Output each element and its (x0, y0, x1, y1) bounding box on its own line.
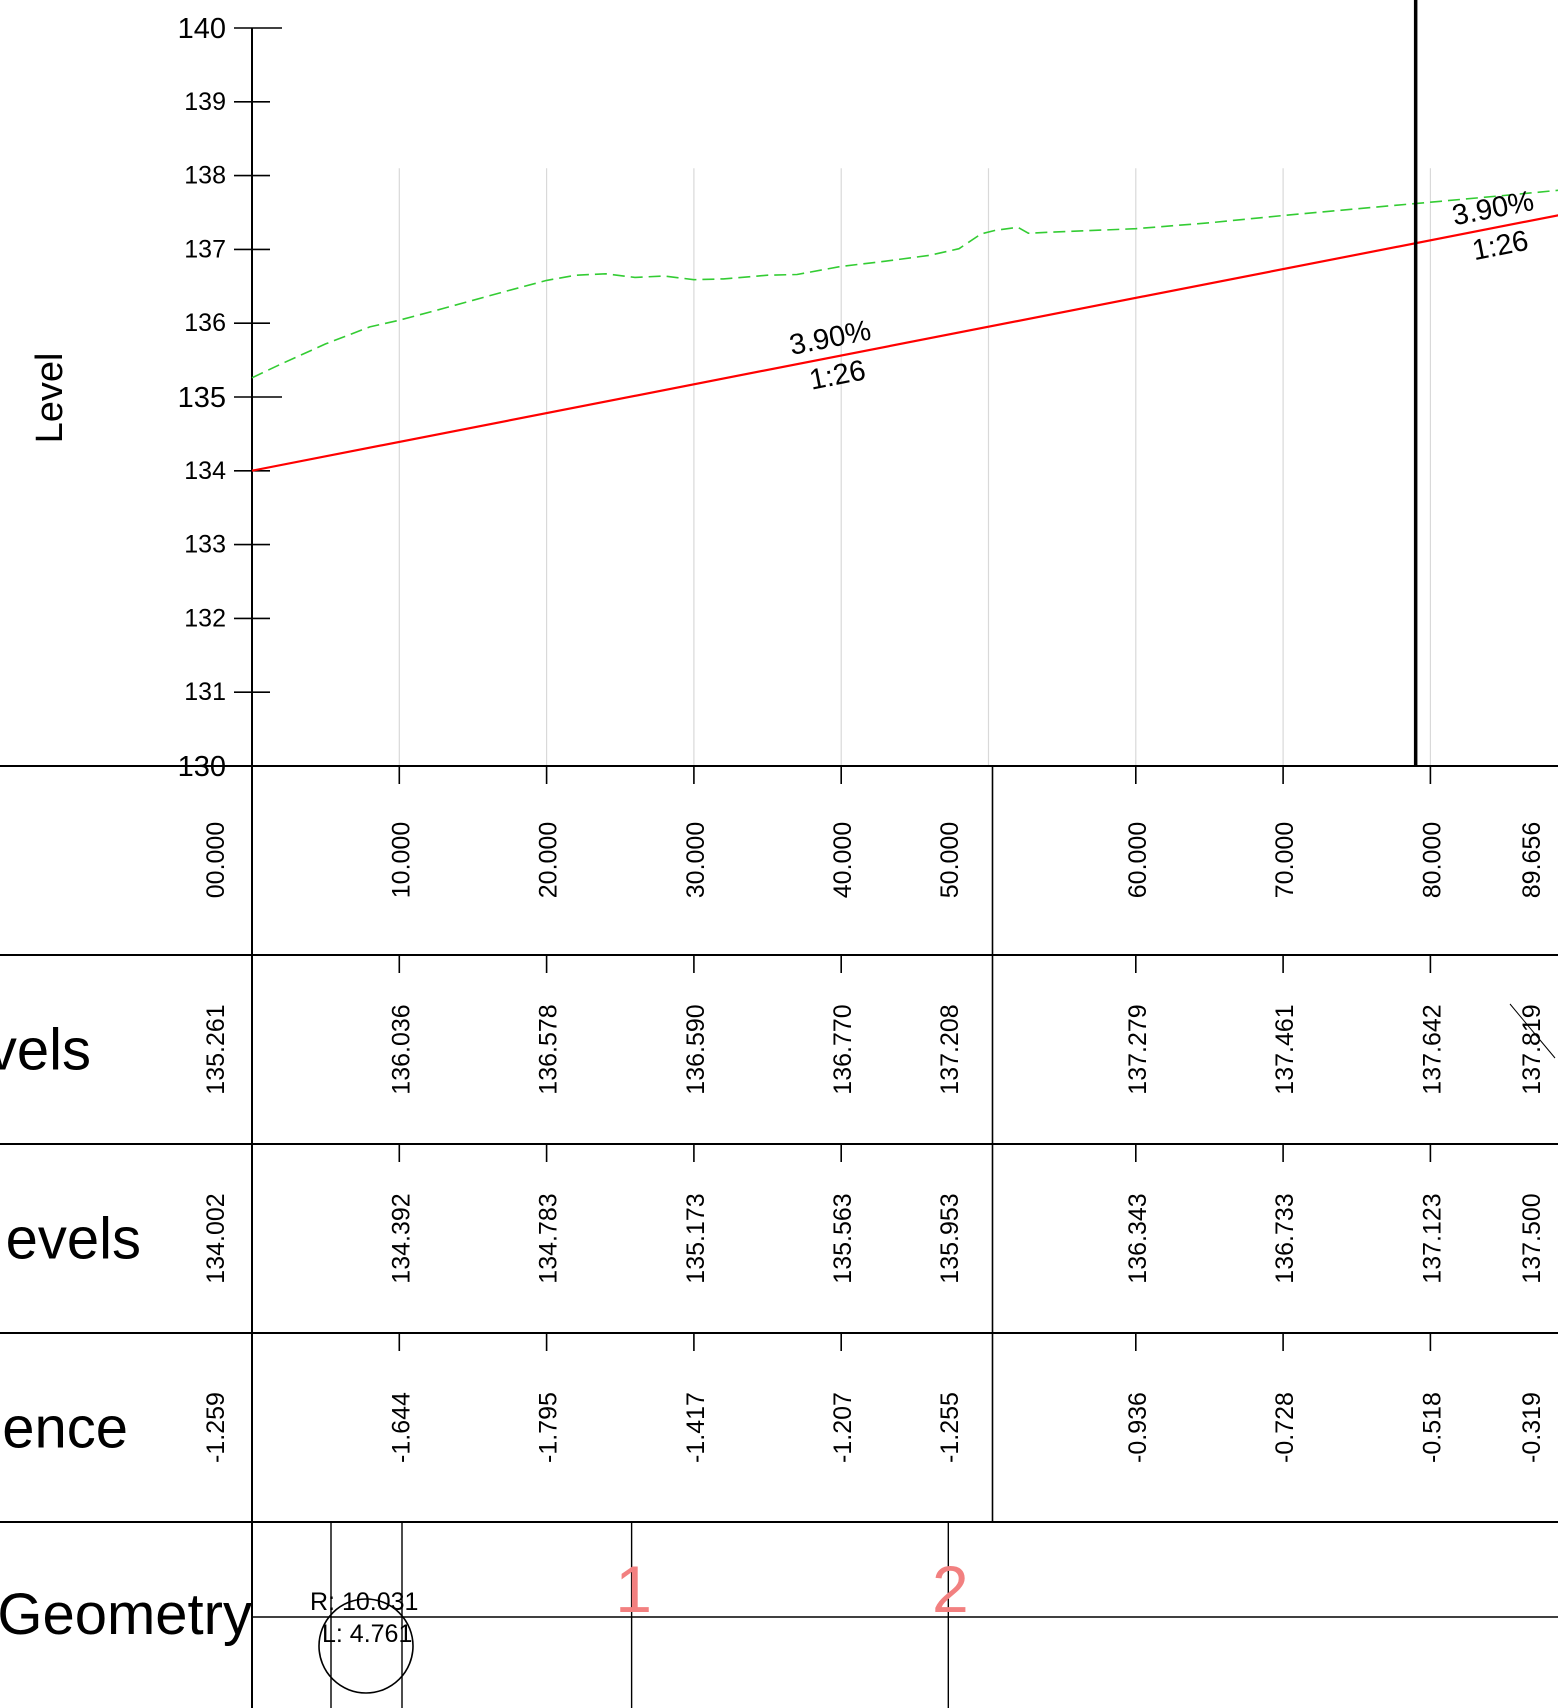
difference-value: -0.319 (1518, 1392, 1546, 1463)
level-tick-label: 132 (184, 604, 226, 632)
difference-value: -1.644 (387, 1392, 415, 1463)
design-level-value: 135.173 (682, 1193, 710, 1283)
difference-value: -0.728 (1271, 1392, 1299, 1463)
existing-level-value: 136.590 (682, 1004, 710, 1094)
level-tick-label: 134 (184, 457, 226, 485)
level-axis-title: Level (29, 353, 71, 444)
chainage-label: 80.000 (1418, 822, 1446, 898)
row-labels: vels evels ence Geometry (0, 1018, 252, 1648)
level-tick-label: 139 (184, 88, 226, 116)
existing-level-value: 135.261 (202, 1004, 230, 1094)
data-table (0, 765, 1558, 1618)
level-tick-label: 131 (184, 678, 226, 706)
difference-value: -1.417 (682, 1392, 710, 1463)
table-values: 00.000 10.000 20.000 30.000 40.000 50.000 60.0… (202, 822, 1556, 1463)
existing-level-value: 136.036 (387, 1004, 415, 1094)
existing-level-value: 137.279 (1124, 1004, 1152, 1094)
existing-level-value: 136.578 (535, 1004, 563, 1094)
chainage-label: 10.000 (387, 822, 415, 898)
profile-lines (251, 189, 1558, 472)
chainage-label: 00.000 (202, 822, 230, 898)
existing-ground-line (251, 189, 1558, 379)
chainage-label: 30.000 (682, 822, 710, 898)
difference-value: -0.936 (1124, 1392, 1152, 1463)
value-strike-mark (1509, 1003, 1556, 1059)
design-grade-line (251, 214, 1558, 472)
row-label: vels (0, 1018, 91, 1083)
row-label: ence (2, 1396, 128, 1461)
level-tick-label: 133 (184, 531, 226, 559)
difference-value: -1.207 (829, 1392, 857, 1463)
geometry-row: R: 10.031 L: 4.761 1 2 (310, 1522, 969, 1708)
design-level-value: 134.783 (535, 1193, 563, 1283)
design-level-value: 137.500 (1518, 1193, 1546, 1283)
level-tick-label: 136 (184, 309, 226, 337)
difference-value: -1.259 (202, 1392, 230, 1463)
ip-marker-label: 1 (615, 1552, 652, 1626)
design-level-value: 135.953 (936, 1193, 964, 1283)
design-level-value: 135.563 (829, 1193, 857, 1283)
chainage-label: 50.000 (936, 822, 964, 898)
existing-level-value: 136.770 (829, 1004, 857, 1094)
design-level-value: 134.392 (387, 1193, 415, 1283)
level-tick-label: 140 (178, 13, 226, 45)
difference-value: -1.795 (535, 1392, 563, 1463)
design-level-value: 134.002 (202, 1193, 230, 1283)
ip-marker-label: 2 (932, 1552, 969, 1626)
design-level-value: 136.343 (1124, 1193, 1152, 1283)
level-tick-label: 135 (178, 382, 226, 414)
chainage-grid-lines (398, 168, 1432, 766)
curve-length-label: L: 4.761 (322, 1620, 412, 1648)
level-tick-label: 138 (184, 162, 226, 190)
row-label-geometry: Geometry (0, 1582, 252, 1647)
difference-value: -0.518 (1418, 1392, 1446, 1463)
curve-circle-icon (318, 1598, 414, 1694)
chainage-label: 40.000 (829, 822, 857, 898)
chainage-label: 20.000 (535, 822, 563, 898)
existing-level-value: 137.208 (936, 1004, 964, 1094)
row-label: evels (6, 1207, 141, 1272)
difference-value: -1.255 (936, 1392, 964, 1463)
curve-radius-label: R: 10.031 (310, 1588, 418, 1616)
level-tick-label: 137 (184, 235, 226, 263)
design-level-value: 137.123 (1418, 1193, 1446, 1283)
design-level-value: 136.733 (1271, 1193, 1299, 1283)
chainage-label: 70.000 (1271, 822, 1299, 898)
existing-level-value: 137.642 (1418, 1004, 1446, 1094)
chainage-label: 60.000 (1124, 822, 1152, 898)
existing-level-value: 137.461 (1271, 1004, 1299, 1094)
chainage-label: 89.656 (1518, 822, 1546, 898)
